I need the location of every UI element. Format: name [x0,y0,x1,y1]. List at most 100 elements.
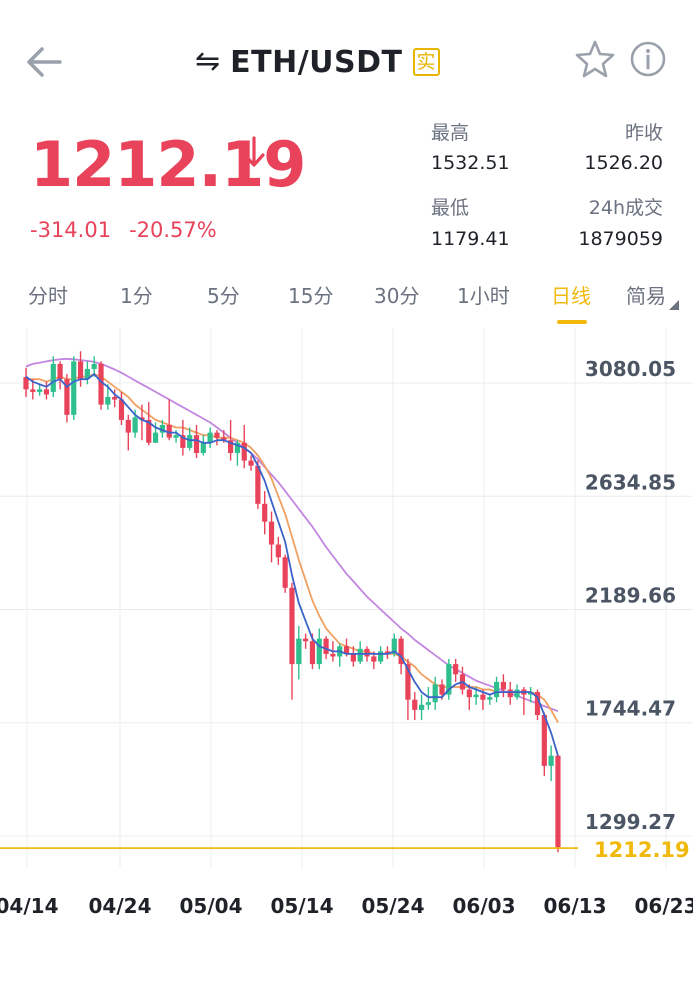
x-tick-label: 05/04 [180,894,243,918]
pair-name: ETH/USDT [230,44,403,80]
tab-daily[interactable]: 日线 [551,284,591,308]
candle-up [473,694,479,698]
candle-down [466,689,472,698]
candle-up [528,692,534,695]
info-icon[interactable] [629,40,667,78]
candle-down [534,692,541,715]
candle-down [480,694,486,700]
volume-label: 24h成交 [588,197,663,219]
candle-down [241,442,247,461]
y-tick-label: 1744.47 [585,697,676,721]
candle-up [173,435,179,438]
candle-down [330,653,336,657]
candle-down [541,714,547,766]
candle-down [118,399,125,420]
ma-long-line [25,357,559,713]
candle-down [275,544,281,558]
candle-down [248,460,254,466]
candle-down [255,465,261,504]
candle-down [439,684,445,695]
candle-down [98,363,104,405]
candle-up [432,684,438,703]
candle-down [57,363,63,380]
swap-icon: ⇋ [195,44,221,79]
candle-up [91,363,97,370]
candle-down [303,638,309,642]
candle-down [228,440,234,453]
x-tick-label: 04/14 [0,894,58,918]
candle-up [207,432,213,443]
candle-down [453,664,459,675]
candle-down [112,396,118,400]
tab-timeshare[interactable]: 分时 [28,284,68,308]
x-tick-label: 04/24 [89,894,152,918]
active-tab-indicator [557,320,587,324]
pair-selector[interactable]: ⇋ ETH/USDT 实 [195,40,440,84]
x-tick-label: 06/03 [453,894,516,918]
candle-down [384,651,391,654]
dropdown-triangle-icon [669,300,679,310]
candle-down [364,648,370,657]
candle-down [214,432,220,438]
interval-tabs: 分时 1分 5分 15分 30分 1小时 日线 简易 [0,280,693,326]
volume-value: 1879059 [578,228,663,250]
candle-down [343,646,350,654]
candle-up [316,638,322,665]
top-bar: ⇋ ETH/USDT 实 [0,0,693,120]
candle-down [43,389,50,395]
candlestick-chart[interactable]: 1212.19 3080.05 2634.85 2189.66 1744.47 1299.… [0,328,693,938]
candle-up [132,417,138,433]
x-tick-label: 05/14 [271,894,334,918]
candle-up [548,755,554,766]
x-tick-label: 06/23 [635,894,693,918]
change-percent: -20.57% [129,218,217,242]
y-tick-label: 3080.05 [585,357,676,381]
candle-down [507,689,513,698]
candle-up [425,702,431,705]
low-value: 1179.41 [431,228,510,250]
candle-down [125,419,131,433]
last-price: 1212.19 [30,128,306,201]
tab-5min[interactable]: 5分 [207,284,240,308]
y-tick-label: 2634.85 [585,470,676,494]
candle-down [350,653,356,662]
candle-up [493,681,500,698]
spot-badge: 实 [412,48,440,76]
x-tick-label: 05/24 [362,894,425,918]
prev-close-value: 1526.20 [584,152,663,174]
y-tick-label: 2189.66 [585,584,676,608]
prev-close-label: 昨收 [624,122,663,144]
candle-down [398,638,404,665]
tab-30min[interactable]: 30分 [374,284,420,308]
candle-up [296,638,302,665]
candle-down [323,638,329,654]
y-tick-label: 1299.27 [585,810,676,834]
candle-up [200,442,206,453]
candle-down [268,521,275,545]
candle-up [84,369,90,380]
x-tick-label: 06/13 [544,894,607,918]
tab-1hour[interactable]: 1小时 [457,284,510,308]
back-arrow-icon[interactable] [20,40,66,84]
candle-down [166,424,172,438]
tab-simple[interactable]: 简易 [626,284,666,308]
high-label: 最高 [431,122,470,144]
tab-1min[interactable]: 1分 [120,284,153,308]
candle-up [187,435,193,448]
tab-15min[interactable]: 15分 [288,284,334,308]
high-value: 1532.51 [431,152,510,174]
candle-up [71,361,77,415]
candle-up [446,664,452,695]
candle-down [30,389,36,392]
candle-down [262,503,268,522]
candle-down [64,379,70,415]
candle-down [309,641,316,665]
candle-up [234,442,241,453]
candle-up [50,363,56,392]
candle-up [37,389,43,392]
ma-short-line [25,373,559,756]
candle-down [555,755,561,848]
candle-down [23,377,29,390]
favorite-star-icon[interactable] [574,38,616,80]
candle-down [193,435,200,453]
